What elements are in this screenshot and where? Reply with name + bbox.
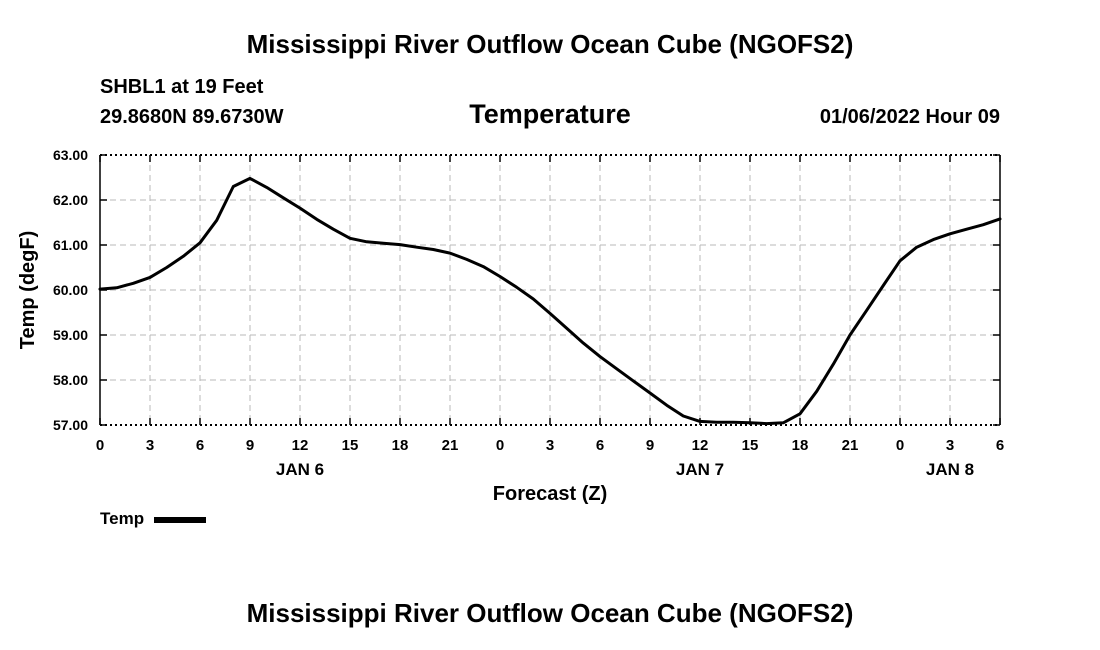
- x-tick-label: 12: [692, 437, 709, 454]
- legend: Temp: [100, 509, 207, 529]
- x-tick-label: 0: [496, 437, 504, 454]
- x-tick-label: 15: [342, 437, 359, 454]
- x-tick-label: 18: [392, 437, 409, 454]
- x-tick-label: 0: [96, 437, 104, 454]
- chart-subtitle: Temperature: [469, 99, 631, 129]
- chart-title: Mississippi River Outflow Ocean Cube (NG…: [246, 29, 854, 59]
- x-axis-title: Forecast (Z): [493, 483, 607, 505]
- legend-label-temp: Temp: [100, 509, 145, 528]
- x-tick-label: 3: [146, 437, 154, 454]
- x-tick-label: 9: [646, 437, 654, 454]
- legend-swatch-temp: [154, 517, 207, 523]
- x-tick-label: 0: [896, 437, 904, 454]
- footer-title: Mississippi River Outflow Ocean Cube (NG…: [246, 598, 854, 628]
- x-tick-label: 3: [946, 437, 954, 454]
- x-tick-label: 6: [596, 437, 604, 454]
- x-tick-label: 21: [842, 437, 859, 454]
- y-tick-label: 58.00: [53, 372, 88, 388]
- x-tick-label: 3: [546, 437, 554, 454]
- series-line-temp: [98, 176, 1002, 426]
- x-tick-label: 12: [292, 437, 309, 454]
- station-label: SHBL1 at 19 Feet: [100, 76, 264, 98]
- day-label: JAN 6: [276, 460, 324, 479]
- x-tick-label: 6: [996, 437, 1004, 454]
- x-tick-label: 9: [246, 437, 254, 454]
- x-tick-label: 6: [196, 437, 204, 454]
- y-tick-label: 61.00: [53, 237, 88, 253]
- x-tick-label: 15: [742, 437, 759, 454]
- y-tick-label: 62.00: [53, 192, 88, 208]
- day-label: JAN 7: [676, 460, 724, 479]
- x-tick-label: 21: [442, 437, 459, 454]
- y-tick-label: 59.00: [53, 327, 88, 343]
- y-tick-label: 63.00: [53, 147, 88, 163]
- y-tick-label: 57.00: [53, 417, 88, 433]
- forecast-datetime: 01/06/2022 Hour 09: [819, 106, 1000, 128]
- x-tick-label: 18: [792, 437, 809, 454]
- day-label: JAN 8: [926, 460, 974, 479]
- y-axis-title: Temp (degF): [17, 231, 39, 350]
- station-coordinates: 29.8680N 89.6730W: [100, 106, 284, 128]
- y-tick-label: 60.00: [53, 282, 88, 298]
